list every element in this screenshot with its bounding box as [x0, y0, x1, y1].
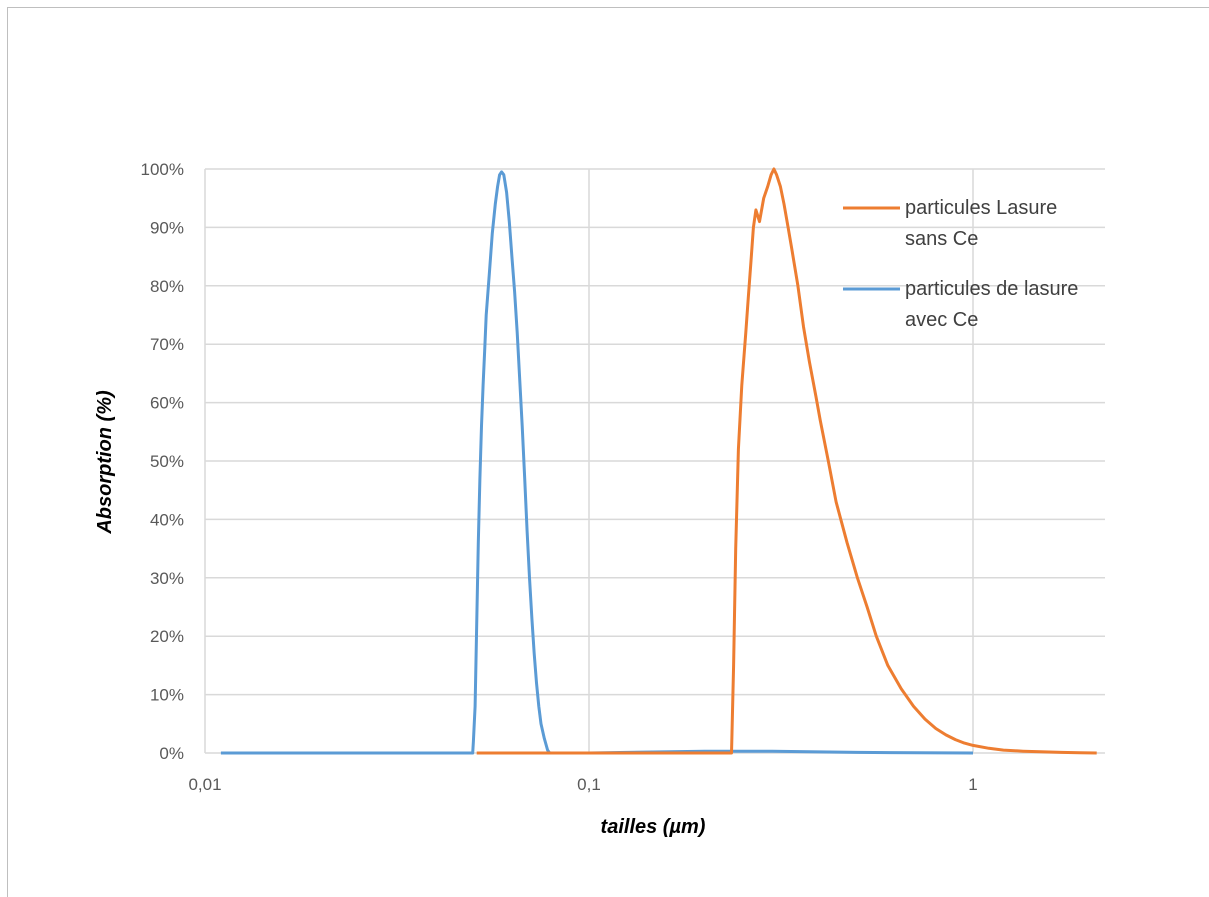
y-tick-label: 50% — [150, 452, 184, 471]
y-tick-label: 60% — [150, 394, 184, 413]
x-tick-label: 1 — [968, 775, 977, 794]
y-tick-label: 80% — [150, 277, 184, 296]
legend: particules Lasure sans Ce particules de la… — [843, 197, 1078, 331]
chart-frame — [7, 7, 1209, 897]
gridlines — [204, 168, 1105, 754]
series-line-sans-ce — [476, 167, 1097, 755]
x-tick-labels: 0,01 0,1 1 — [188, 775, 977, 794]
y-tick-label: 40% — [150, 510, 184, 529]
y-tick-labels: 0% 10% 20% 30% 40% 50% 60% 70% 80% 90% 100% — [141, 160, 184, 763]
y-tick-label: 20% — [150, 627, 184, 646]
legend-label: particules de lasure — [905, 278, 1078, 300]
y-tick-label: 30% — [150, 569, 184, 588]
x-axis-title: tailles (µm) — [601, 816, 706, 838]
y-tick-label: 100% — [141, 160, 184, 179]
x-tick-label: 0,01 — [188, 775, 221, 794]
series-layer — [220, 167, 1097, 755]
y-tick-label: 70% — [150, 335, 184, 354]
y-tick-label: 0% — [159, 744, 184, 763]
legend-label: particules Lasure — [905, 197, 1057, 219]
legend-label: avec Ce — [905, 309, 978, 331]
x-tick-label: 0,1 — [577, 775, 601, 794]
legend-label: sans Ce — [905, 228, 978, 250]
series-line-avec-ce — [220, 170, 974, 755]
y-axis-title: Absorption (%) — [94, 390, 116, 535]
y-tick-label: 90% — [150, 218, 184, 237]
y-tick-label: 10% — [150, 686, 184, 705]
